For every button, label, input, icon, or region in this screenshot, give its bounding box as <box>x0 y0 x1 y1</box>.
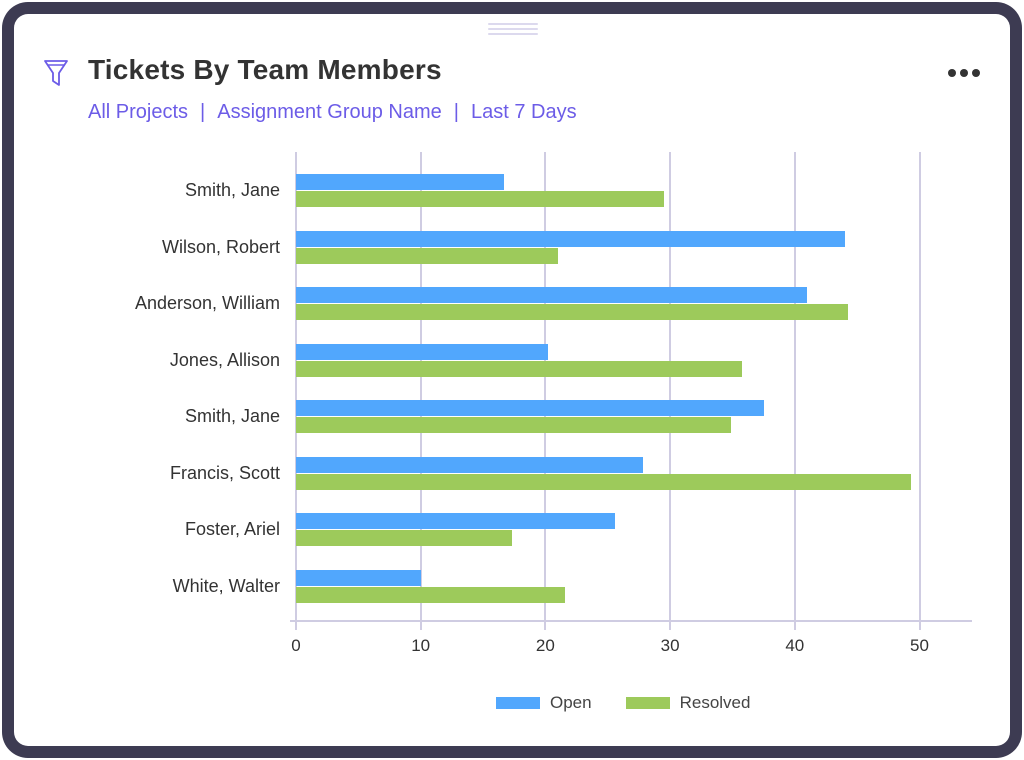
y-axis-label: Francis, Scott <box>169 462 280 483</box>
bar-resolved[interactable] <box>296 586 566 603</box>
bar-resolved[interactable] <box>296 530 512 546</box>
y-axis-label: Wilson, Robert <box>161 236 280 257</box>
y-axis-label: Smith, Jane <box>184 406 280 426</box>
y-axis-label: Jones, Allison <box>169 349 280 370</box>
y-axis-label: Anderson, William <box>134 293 280 313</box>
x-axis-tick-label: 40 <box>785 636 805 655</box>
gridline <box>793 152 796 620</box>
bar-open[interactable] <box>296 400 764 416</box>
bar-open[interactable] <box>296 456 643 473</box>
bar-resolved[interactable] <box>296 473 911 490</box>
widget-title: Tickets By Team Members <box>88 54 442 85</box>
legend-item-resolved[interactable]: Resolved <box>625 693 751 713</box>
y-axis-label: Foster, Ariel <box>184 519 280 539</box>
gridline <box>918 152 921 620</box>
gridline <box>295 152 297 620</box>
x-axis <box>290 620 972 622</box>
drag-handle-icon[interactable] <box>488 23 538 37</box>
breadcrumb-separator: | <box>453 101 459 123</box>
x-axis-tick <box>544 620 547 630</box>
legend-item-open[interactable]: Open <box>496 693 592 713</box>
breadcrumb-assignment-group[interactable]: Assignment Group Name <box>217 101 442 123</box>
legend-swatch <box>496 697 540 709</box>
funnel-icon[interactable] <box>42 58 70 88</box>
more-horizontal-icon <box>948 69 956 77</box>
x-axis-tick <box>793 620 796 630</box>
x-axis-tick <box>918 620 921 630</box>
bar-resolved[interactable] <box>296 417 732 433</box>
x-axis-tick <box>419 620 422 630</box>
y-axis-label: White, Walter <box>172 575 280 596</box>
x-axis-tick-label: 50 <box>910 636 929 655</box>
chart-legend: Open Resolved <box>496 693 784 713</box>
x-axis-tick <box>669 620 672 630</box>
legend-label: Open <box>550 693 592 712</box>
gridline <box>544 152 547 620</box>
legend-label: Resolved <box>679 693 751 712</box>
x-axis-tick-label: 0 <box>291 636 301 655</box>
bar-open[interactable] <box>296 569 421 586</box>
bar-resolved[interactable] <box>296 304 849 320</box>
more-options-button[interactable] <box>944 66 984 80</box>
breadcrumb-separator: | <box>200 101 206 123</box>
bar-chart: Smith, Jane Wilson, Robert Anderson, Willi… <box>14 14 1010 746</box>
bar-resolved[interactable] <box>296 360 743 377</box>
bar-open[interactable] <box>296 343 548 360</box>
y-axis-labels: Smith, Jane Wilson, Robert Anderson, Willi… <box>14 14 280 746</box>
x-axis-tick-label: 20 <box>535 636 555 655</box>
gridline <box>669 152 672 620</box>
breadcrumb-projects[interactable]: All Projects <box>88 101 189 123</box>
gridline <box>419 152 422 620</box>
bar-open[interactable] <box>296 287 808 303</box>
legend-swatch <box>625 697 670 709</box>
breadcrumb-date-range[interactable]: Last 7 Days <box>470 101 577 123</box>
bar-resolved[interactable] <box>296 191 664 207</box>
x-axis-tick-label: 30 <box>660 636 680 655</box>
chart-widget-card: Tickets By Team Members All Projects | A… <box>14 14 1010 746</box>
bar-open[interactable] <box>296 513 616 529</box>
bar-resolved[interactable] <box>296 247 558 264</box>
y-axis-label: Smith, Jane <box>184 180 280 200</box>
bar-open[interactable] <box>296 174 505 190</box>
bar-open[interactable] <box>296 230 845 247</box>
x-axis-tick <box>295 620 297 630</box>
breadcrumb: All Projects | Assignment Group Name | L… <box>88 101 577 124</box>
x-axis-tick-label: 10 <box>411 636 431 655</box>
